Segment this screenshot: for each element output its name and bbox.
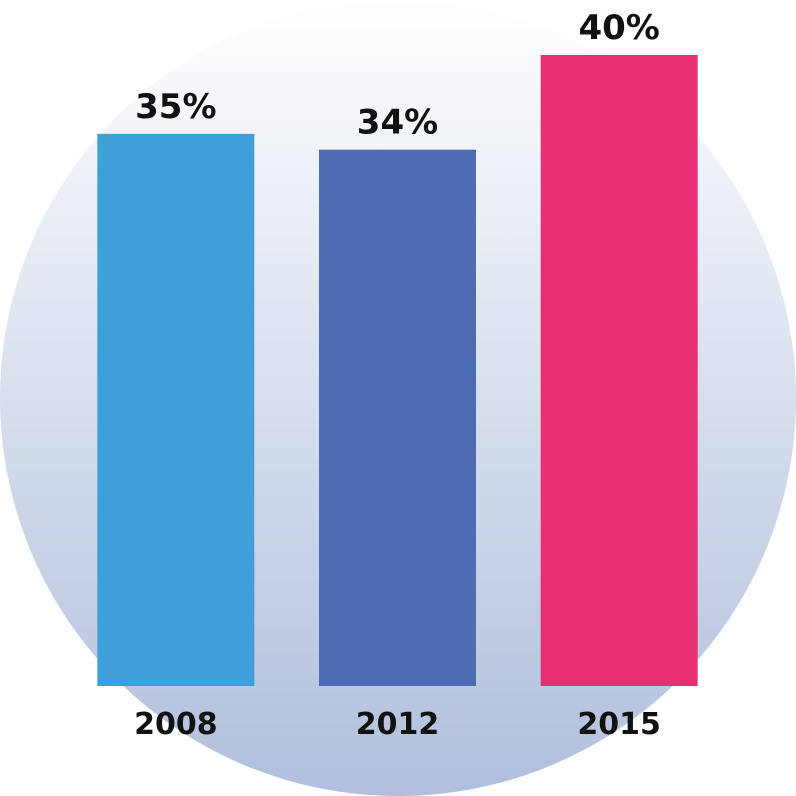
value-label: 40% <box>578 8 659 48</box>
bar <box>319 149 476 686</box>
value-label: 34% <box>357 103 438 143</box>
x-tick-label: 2012 <box>356 707 440 742</box>
value-label: 35% <box>135 87 216 127</box>
x-tick-label: 2015 <box>577 707 661 742</box>
x-tick-label: 2008 <box>134 707 218 742</box>
bar <box>97 133 255 686</box>
bar <box>540 55 698 686</box>
